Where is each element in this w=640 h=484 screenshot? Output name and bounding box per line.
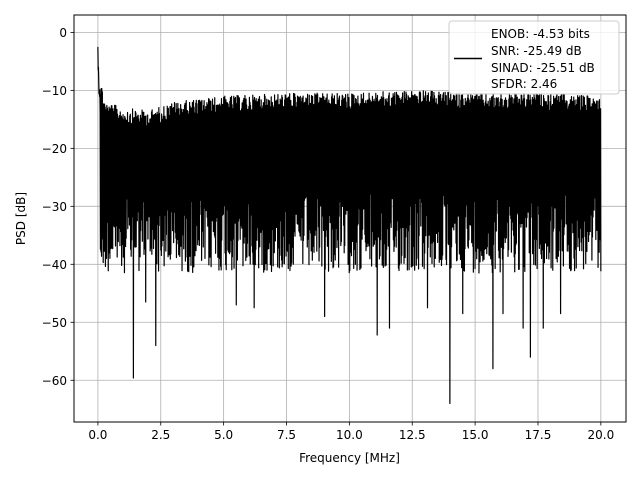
x-tick-label: 0.0 (88, 428, 107, 442)
x-axis-label: Frequency [MHz] (299, 451, 400, 465)
x-tick-label: 15.0 (462, 428, 489, 442)
y-tick-label: −50 (42, 316, 67, 330)
x-tick-label: 2.5 (151, 428, 170, 442)
y-tick-label: −30 (42, 200, 67, 214)
data-layer (97, 46, 602, 405)
y-tick-label: −60 (42, 374, 67, 388)
y-tick-label: 0 (59, 26, 67, 40)
y-tick-label: −10 (42, 84, 67, 98)
tick-layer: 0.0 2.5 5.0 7.5 10.0 12.5 15.0 17.5 20.0 0 −10 −20 −… (42, 26, 615, 442)
psd-series-line (97, 46, 602, 405)
legend-snr: SNR: -25.49 dB (491, 44, 582, 58)
x-tick-label: 10.0 (336, 428, 363, 442)
x-tick-label: 5.0 (214, 428, 233, 442)
x-tick-label: 17.5 (525, 428, 552, 442)
y-axis-label: PSD [dB] (14, 192, 28, 245)
legend-box (448, 20, 620, 95)
y-tick-label: −20 (42, 142, 67, 156)
legend-sinad: SINAD: -25.51 dB (491, 61, 595, 75)
y-tick-label: −40 (42, 258, 67, 272)
legend-sfdr: SFDR: 2.46 (491, 77, 557, 91)
x-tick-label: 7.5 (277, 428, 296, 442)
x-tick-label: 20.0 (587, 428, 614, 442)
x-tick-label: 12.5 (399, 428, 426, 442)
axes-frame (73, 14, 627, 423)
legend: ENOB: -4.53 bits SNR: -25.49 dB SINAD: -… (448, 20, 620, 95)
legend-enob: ENOB: -4.53 bits (491, 27, 590, 41)
